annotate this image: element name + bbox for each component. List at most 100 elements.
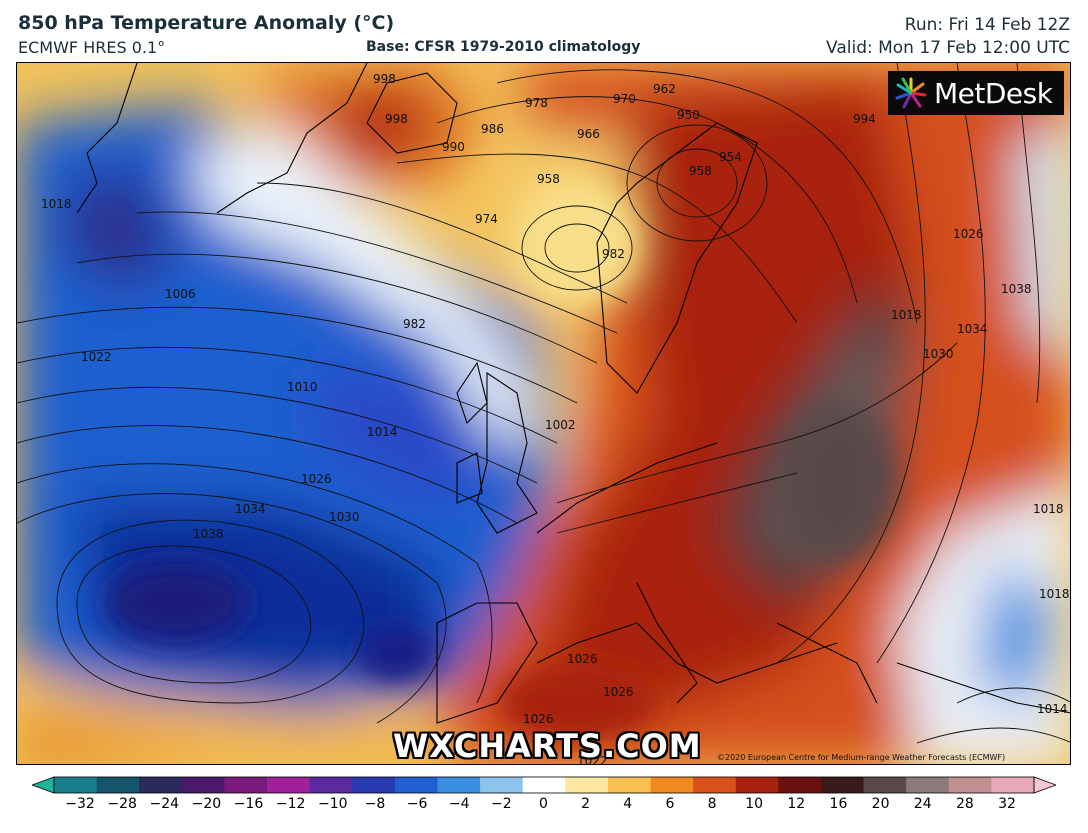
isobar-label: 1002 <box>545 418 576 432</box>
colorbar-tick-label: 12 <box>787 796 806 812</box>
colorbar-tick-label: 20 <box>871 796 890 812</box>
isobar-label: 954 <box>719 150 742 164</box>
colorbar-segment <box>565 777 609 793</box>
isobar-label: 950 <box>677 108 700 122</box>
colorbar-tick-label: 8 <box>707 796 717 812</box>
valid-time-label: Valid: Mon 17 Feb 12:00 UTC <box>826 38 1070 58</box>
model-label: ECMWF HRES 0.1° <box>18 38 166 57</box>
colorbar-segment <box>352 777 396 793</box>
isobar-label: 1026 <box>603 685 634 699</box>
isobar-label: 970 <box>613 92 636 106</box>
scandinavia-coast <box>596 122 758 394</box>
colorbar-segment <box>650 777 694 793</box>
isobar-label: 1026 <box>301 472 332 486</box>
wxcharts-watermark: WXCHARTS.COM <box>393 727 702 765</box>
colorbar-tick-label: −20 <box>191 796 222 812</box>
colorbar-segment <box>394 777 438 793</box>
colorbar-segment <box>778 777 822 793</box>
colorbar-segment <box>906 777 950 793</box>
isobars <box>17 63 1070 744</box>
isobar-labels: 998 998 990 986 978 970 962 950 954 994 … <box>41 72 1070 765</box>
colorbar-tick-label: 32 <box>998 796 1016 812</box>
run-time-label: Run: Fri 14 Feb 12Z <box>904 15 1070 35</box>
anomaly-fill-layer <box>17 63 1070 764</box>
north-europe-coast <box>536 442 718 534</box>
isobar-label: 958 <box>537 172 560 186</box>
ecmwf-copyright: ©2020 European Centre for Medium-range W… <box>717 753 1006 762</box>
colorbar-tick-label: −4 <box>448 796 470 812</box>
isobar-label: 1026 <box>567 652 598 666</box>
italy-coast <box>636 582 698 704</box>
colorbar-segment <box>693 777 737 793</box>
colorbar-tick-label: −24 <box>149 796 180 812</box>
greenland-coast <box>216 63 368 214</box>
colorbar-segment <box>522 777 566 793</box>
isobar-label: 1018 <box>41 197 72 211</box>
weather-map[interactable]: 998 998 990 986 978 970 962 950 954 994 … <box>16 62 1071 765</box>
isobar-label: 1038 <box>1001 282 1032 296</box>
colorbar-segment <box>607 777 652 793</box>
colorbar-tick-label: 6 <box>665 796 675 812</box>
britain-coast <box>476 371 538 534</box>
isobar-label: 998 <box>385 112 408 126</box>
colorbar-segment <box>820 777 865 793</box>
chart-title: 850 hPa Temperature Anomaly (°C) <box>18 12 395 34</box>
isobar-label: 982 <box>602 247 625 261</box>
colorbar-segment <box>735 777 779 793</box>
colorbar-tick-label: −28 <box>107 796 137 812</box>
isobar-label: 1034 <box>957 322 988 336</box>
isobar-label: 994 <box>853 112 876 126</box>
isobar-label: 1034 <box>235 502 266 516</box>
colorbar-tick-label: 28 <box>955 796 974 812</box>
isobar-label: 1006 <box>165 287 196 301</box>
anomaly-map-canvas: 998 998 990 986 978 970 962 950 954 994 … <box>17 63 1070 765</box>
isobar-label: 1038 <box>193 527 224 541</box>
colorbar-segment <box>437 777 481 793</box>
isobar-label: 966 <box>577 127 600 141</box>
colorbar-segment <box>863 777 907 793</box>
metdesk-logo: MetDesk <box>888 71 1064 115</box>
colorbar-tick-label: −32 <box>65 796 95 812</box>
colorbar-border <box>53 776 1035 794</box>
isobar-label: 1022 <box>81 350 112 364</box>
isobar-label: 1030 <box>329 510 360 524</box>
colorbar-tick-label: 16 <box>829 796 848 812</box>
colorbar-segment <box>267 777 311 793</box>
metdesk-starburst-icon <box>895 77 927 109</box>
isobar-label: 1010 <box>287 380 318 394</box>
colorbar-tick-label: −6 <box>406 796 428 812</box>
isobar-label: 1026 <box>953 227 984 241</box>
colorbar-segment <box>181 777 225 793</box>
isobar-label: 978 <box>525 96 548 110</box>
colorbar-tick-labels: −32 −28 −24 −20 −16 −12 −10 −8 −6 −4 −2 0 2 4 6 8 10 12 16… <box>0 796 1088 820</box>
isobar-label: 1026 <box>523 712 554 726</box>
colorbar-tick-label: 4 <box>623 796 633 812</box>
colorbar-tick-label: −16 <box>233 796 264 812</box>
greenland-west-coast <box>76 63 138 214</box>
colorbar-segment <box>480 777 524 793</box>
colorbar-tick-label: −2 <box>491 796 512 812</box>
colorbar-segment <box>991 777 1035 793</box>
iberia-coast <box>436 602 538 724</box>
colorbar-max-arrow <box>1033 776 1056 794</box>
colorbar-tick-label: 0 <box>539 796 548 812</box>
colorbar-segment <box>948 777 992 793</box>
isobar-label: 1014 <box>367 425 398 439</box>
climatology-base-label: Base: CFSR 1979-2010 climatology <box>366 39 641 55</box>
colorbar-segment <box>309 777 353 793</box>
isobar-label: 974 <box>475 212 498 226</box>
isobar-label: 962 <box>653 82 676 96</box>
colorbar-segment <box>224 777 268 793</box>
isobar-label: 1030 <box>923 347 954 361</box>
isobar-label: 958 <box>689 164 712 178</box>
isobar-label: 1018 <box>891 308 922 322</box>
colorbar-tick-label: 24 <box>913 796 932 812</box>
isobar-label: 1022 <box>577 754 608 765</box>
colorbar-segment <box>139 777 183 793</box>
isobar-label: 1014 <box>1037 702 1068 716</box>
isobar-label: 1018 <box>1039 587 1070 601</box>
colorbar-tick-label: 2 <box>581 796 591 812</box>
colorbar-tick-label: 10 <box>745 796 764 812</box>
colorbar-tick-label: −10 <box>318 796 348 812</box>
balkans-coast <box>776 622 878 704</box>
